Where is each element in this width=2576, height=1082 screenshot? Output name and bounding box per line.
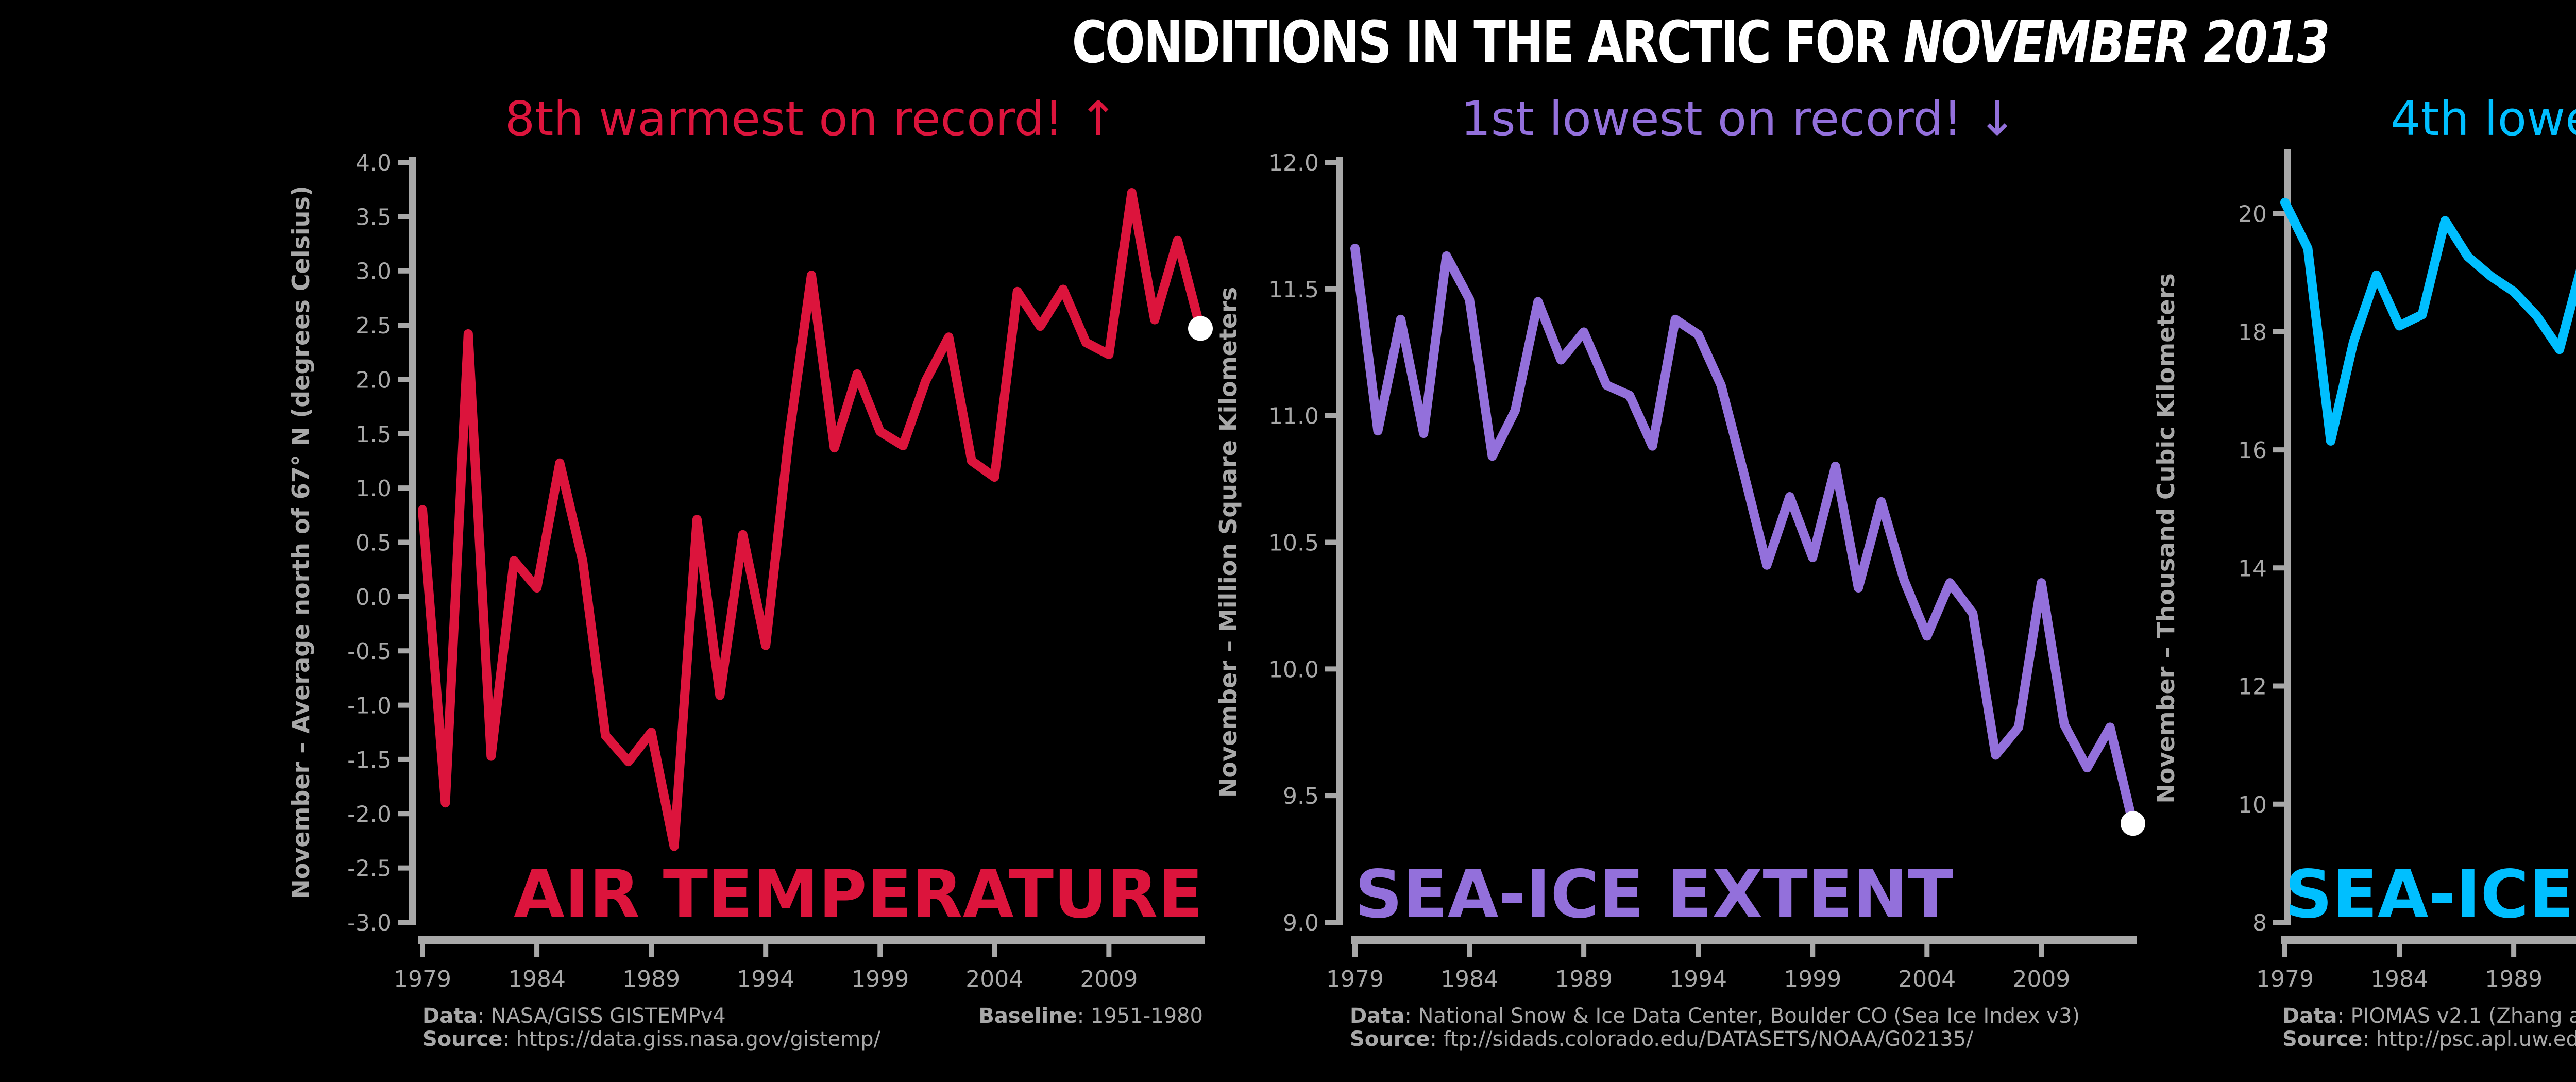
- volume-subtitle: 4th lowest on record! ↓: [2391, 91, 2576, 146]
- air-y-tick-label: 0.0: [355, 584, 392, 611]
- air-y-tick-label: -3.0: [347, 910, 392, 936]
- air-footer-data: Data: NASA/GISS GISTEMPv4: [422, 1004, 726, 1028]
- air-y-tick-label: 2.5: [355, 313, 392, 339]
- extent-y-tick-label: 12.0: [1268, 150, 1319, 176]
- extent-y-tick-label: 10.0: [1268, 656, 1319, 683]
- footer-baseline-value: : 1951-1980: [1077, 1004, 1203, 1028]
- air-y-tick-label: 1.0: [355, 476, 392, 502]
- footer-data-value: : National Snow & Ice Data Center, Bould…: [1404, 1004, 2080, 1028]
- air-y-tick-label: -0.5: [347, 638, 392, 665]
- air-y-tick-label: 3.0: [355, 259, 392, 285]
- volume-y-tick-label: 16: [2238, 437, 2267, 464]
- volume-y-tick-label: 12: [2238, 674, 2267, 700]
- extent-footer-source: Source: ftp://sidads.colorado.edu/DATASE…: [1350, 1027, 1973, 1051]
- volume-y-tick-label: 20: [2238, 201, 2267, 228]
- volume-y-tick-label: 18: [2238, 319, 2267, 346]
- air-y-axis-label: November – Average north of 67° N (degre…: [287, 185, 315, 899]
- air-variable-label: AIR TEMPERATURE: [514, 856, 1203, 933]
- extent-x-tick-label: 2009: [2012, 966, 2070, 992]
- air-y-tick-label: -2.5: [347, 856, 392, 882]
- footer-source-label: Source: [422, 1027, 502, 1051]
- air-y-tick-label: 3.5: [355, 204, 392, 230]
- air-x-tick-label: 1989: [622, 966, 680, 992]
- extent-y-tick-label: 11.0: [1268, 403, 1319, 430]
- volume-footer-data: Data: PIOMAS v2.1 (Zhang and Rothrock, 2…: [2282, 1004, 2576, 1028]
- extent-y-tick-label: 9.0: [1283, 910, 1319, 936]
- extent-footer-data: Data: National Snow & Ice Data Center, B…: [1350, 1004, 2080, 1028]
- footer-source-value: : https://data.giss.nasa.gov/gistemp/: [502, 1027, 880, 1051]
- air-x-tick-label: 1979: [394, 966, 451, 992]
- air-y-tick-label: 1.5: [355, 421, 392, 448]
- air-x-tick-label: 2009: [1080, 966, 1138, 992]
- volume-y-axis-label: November – Thousand Cubic Kilometers: [2152, 273, 2180, 803]
- footer-data-value: : PIOMAS v2.1 (Zhang and Rothrock, 2003;…: [2337, 1004, 2576, 1028]
- volume-footer-source: Source: http://psc.apl.uw.edu/research/p…: [2282, 1027, 2576, 1051]
- extent-x-tick-label: 1984: [1440, 966, 1498, 992]
- footer-data-label: Data: [2282, 1004, 2337, 1028]
- extent-x-tick-label: 1989: [1555, 966, 1613, 992]
- air-footer-source: Source: https://data.giss.nasa.gov/giste…: [422, 1027, 881, 1051]
- extent-x-tick-label: 1979: [1326, 966, 1384, 992]
- extent-variable-label: SEA-ICE EXTENT: [1355, 856, 1953, 933]
- extent-x-tick-label: 2004: [1898, 966, 1956, 992]
- footer-data-value: : NASA/GISS GISTEMPv4: [477, 1004, 725, 1028]
- volume-x-tick-label: 1979: [2256, 966, 2314, 992]
- footer-source-label: Source: [2282, 1027, 2362, 1051]
- volume-variable-label: SEA-ICE VOLUME: [2285, 856, 2576, 933]
- volume-y-tick-label: 14: [2238, 555, 2267, 582]
- extent-subtitle: 1st lowest on record! ↓: [1461, 91, 2017, 146]
- volume-y-tick-label: 8: [2252, 910, 2267, 936]
- extent-series-line: [1350, 244, 2138, 829]
- extent-x-tick-label: 1999: [1784, 966, 1841, 992]
- extent-x-tick-label: 1994: [1669, 966, 1727, 992]
- extent-y-axis-label: November – Million Square Kilometers: [1214, 287, 1242, 798]
- air-series-line: [418, 188, 1205, 851]
- air-x-tick-label: 1984: [508, 966, 566, 992]
- air-latest-marker: [1188, 316, 1213, 341]
- footer-baseline-label: Baseline: [978, 1004, 1077, 1028]
- air-subtitle: 8th warmest on record! ↑: [505, 91, 1118, 146]
- air-y-tick-label: 4.0: [355, 150, 392, 176]
- volume-x-tick-label: 1984: [2370, 966, 2428, 992]
- volume-series-line: [2280, 197, 2576, 446]
- main-title-emphasis: NOVEMBER 2013: [1903, 9, 2330, 76]
- air-y-tick-label: 0.5: [355, 530, 392, 556]
- air-x-tick-label: 1994: [737, 966, 794, 992]
- air-footer-baseline: Baseline: 1951-1980: [978, 1004, 1203, 1028]
- footer-source-label: Source: [1350, 1027, 1430, 1051]
- extent-latest-marker: [2121, 811, 2145, 836]
- air-y-tick-label: 2.0: [355, 367, 392, 393]
- extent-y-tick-label: 9.5: [1283, 783, 1319, 809]
- air-y-tick-label: -1.0: [347, 693, 392, 719]
- extent-y-tick-label: 10.5: [1268, 530, 1319, 556]
- volume-y-tick-label: 10: [2238, 792, 2267, 818]
- air-x-tick-label: 2004: [965, 966, 1023, 992]
- air-x-tick-label: 1999: [851, 966, 909, 992]
- volume-x-tick-label: 1989: [2485, 966, 2543, 992]
- footer-source-value: : ftp://sidads.colorado.edu/DATASETS/NOA…: [1430, 1027, 1973, 1051]
- footer-source-value: : http://psc.apl.uw.edu/research/project…: [2362, 1027, 2576, 1051]
- air-y-tick-label: -1.5: [347, 747, 392, 773]
- extent-y-tick-label: 11.5: [1268, 277, 1319, 303]
- air-y-tick-label: -2.0: [347, 801, 392, 827]
- main-title: CONDITIONS IN THE ARCTIC FOR NOVEMBER 20…: [306, 9, 2576, 76]
- footer-data-label: Data: [422, 1004, 477, 1028]
- footer-data-label: Data: [1350, 1004, 1404, 1028]
- main-title-prefix: CONDITIONS IN THE ARCTIC FOR: [1072, 9, 1904, 76]
